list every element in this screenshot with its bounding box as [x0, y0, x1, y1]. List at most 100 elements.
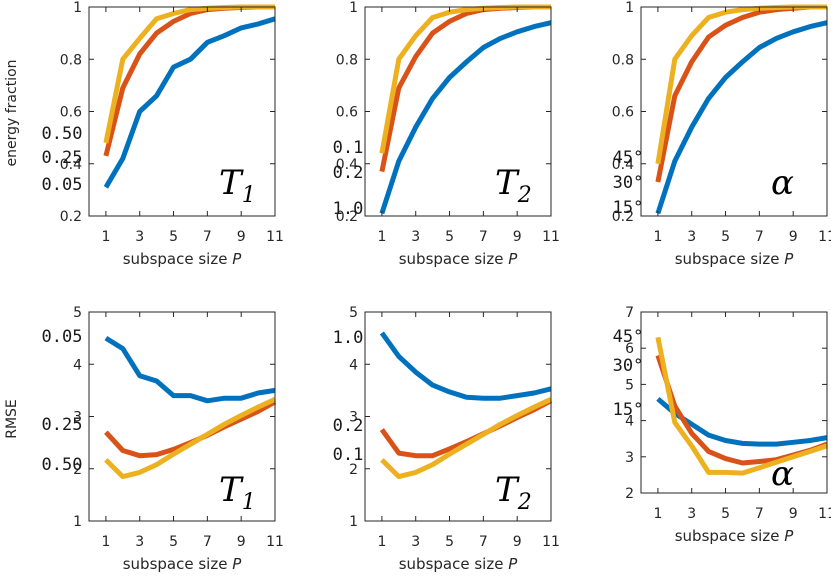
panel-annotation: α [771, 163, 794, 203]
y-tick-label: 1 [73, 514, 82, 530]
x-tick-label: 11 [542, 534, 560, 550]
x-tick-label: 5 [721, 506, 730, 522]
series-line-blue [104, 335, 276, 404]
y-tick-label: 0.2 [60, 209, 82, 225]
panel-annotation-subscript: 1 [242, 490, 256, 515]
x-axis-label: subspace size P [123, 250, 242, 268]
x-axis-label: subspace size P [675, 250, 794, 268]
y-tick-label: 6 [625, 341, 634, 357]
x-tick-label: 5 [169, 229, 178, 245]
x-axis-variable: P [784, 527, 794, 545]
series-label-yellow: 45° [613, 148, 644, 168]
series-line-orange [655, 4, 827, 183]
x-tick-label: 11 [818, 229, 831, 245]
y-tick-label: 2 [73, 462, 82, 478]
panel-5: 1 2 3 4 5 1 3 5 7 9 11 subspace size P 1.0 0.2 0.1 T2 [333, 305, 560, 573]
y-tick-label: 1 [625, 0, 634, 16]
y-tick-label: 0.2 [336, 209, 358, 225]
x-axis-label: subspace size P [123, 555, 242, 573]
x-tick-label: 9 [789, 506, 798, 522]
series-line-orange [655, 354, 828, 466]
series-label-orange: 0.25 [42, 415, 83, 435]
x-axis-label: subspace size P [675, 527, 794, 545]
y-tick-label: 2 [349, 462, 358, 478]
panel-annotation-subscript: 2 [517, 490, 532, 515]
x-tick-label: 3 [687, 229, 696, 245]
y-tick-label: 5 [349, 305, 358, 321]
x-tick-label: 1 [101, 229, 110, 245]
x-tick-label: 1 [377, 229, 386, 245]
x-tick-label: 5 [721, 229, 730, 245]
panel-4: 1 2 3 4 5 1 3 5 7 9 11 subspace size P 0.05 0.25 0.50 T… [42, 305, 284, 573]
x-tick-label: 7 [203, 534, 212, 550]
ylabel-row1: energy fraction [4, 59, 20, 166]
series-line-blue [379, 331, 552, 401]
panel-annotation-subscript: 2 [517, 183, 532, 208]
series-label-orange: 0.25 [42, 148, 83, 168]
series-label-orange: 0.2 [333, 163, 364, 183]
x-tick-label: 3 [135, 229, 144, 245]
x-tick-label: 11 [266, 534, 284, 550]
y-tick-label: 4 [625, 414, 634, 430]
x-tick-label: 3 [135, 534, 144, 550]
y-tick-label: 0.8 [60, 52, 82, 68]
panel-annotation: T2 [495, 470, 532, 515]
y-tick-label: 0.4 [60, 157, 82, 173]
y-tick-label: 1 [349, 514, 358, 530]
y-tick-label: 3 [625, 450, 634, 466]
panel-annotation-subscript: 1 [242, 183, 256, 208]
x-tick-label: 11 [266, 229, 284, 245]
y-tick-label: 5 [73, 305, 82, 321]
axes-box [640, 311, 828, 494]
series-line-blue [103, 16, 276, 189]
x-tick-label: 3 [687, 506, 696, 522]
series-label-blue: 15° [613, 198, 644, 218]
series-label-yellow: 0.50 [42, 455, 83, 475]
x-tick-label: 7 [479, 229, 488, 245]
series-label-blue: 1.0 [333, 199, 364, 219]
x-tick-label: 1 [101, 534, 110, 550]
ylabel-row2: RMSE [4, 399, 20, 439]
x-tick-label: 9 [513, 534, 522, 550]
series-label-yellow: 0.50 [42, 124, 83, 144]
x-tick-label: 9 [513, 229, 522, 245]
y-tick-label: 0.8 [336, 52, 358, 68]
y-tick-label: 0.4 [336, 157, 358, 173]
x-tick-label: 11 [542, 229, 560, 245]
series-label-blue: 15° [613, 400, 644, 420]
y-tick-label: 0.8 [612, 52, 634, 68]
series-line-blue [379, 20, 552, 215]
x-tick-label: 3 [411, 534, 420, 550]
x-tick-label: 5 [445, 534, 454, 550]
panel-annotation: T2 [495, 163, 532, 208]
panel-annotation: T1 [219, 470, 256, 515]
series-label-blue: 1.0 [333, 328, 364, 348]
x-tick-label: 1 [653, 229, 662, 245]
x-axis-variable: P [784, 250, 794, 268]
series-label-blue: 0.05 [42, 175, 83, 195]
x-tick-label: 3 [411, 229, 420, 245]
x-tick-label: 9 [237, 229, 246, 245]
x-tick-label: 5 [169, 534, 178, 550]
x-tick-label: 7 [755, 506, 764, 522]
x-axis-label: subspace size P [399, 250, 518, 268]
y-tick-label: 0.4 [612, 157, 634, 173]
y-tick-label: 2 [625, 486, 634, 502]
y-tick-label: 4 [73, 357, 82, 373]
panel-6: 2 3 4 5 6 7 1 3 5 7 9 11 subspace size P 15° 30° 45° α [613, 305, 831, 545]
panel-annotation: α [771, 454, 794, 494]
panel-annotation: T1 [219, 163, 256, 208]
x-tick-label: 7 [755, 229, 764, 245]
series-label-orange: 30° [613, 173, 644, 193]
y-tick-label: 0.2 [612, 209, 634, 225]
y-tick-label: 0.6 [336, 105, 358, 121]
series-label-orange: 30° [613, 356, 644, 376]
series-line-yellow [104, 397, 277, 480]
series-label-orange: 0.2 [333, 416, 364, 436]
x-axis-variable: P [232, 250, 242, 268]
x-tick-label: 11 [818, 506, 831, 522]
series-line-blue [655, 20, 828, 215]
